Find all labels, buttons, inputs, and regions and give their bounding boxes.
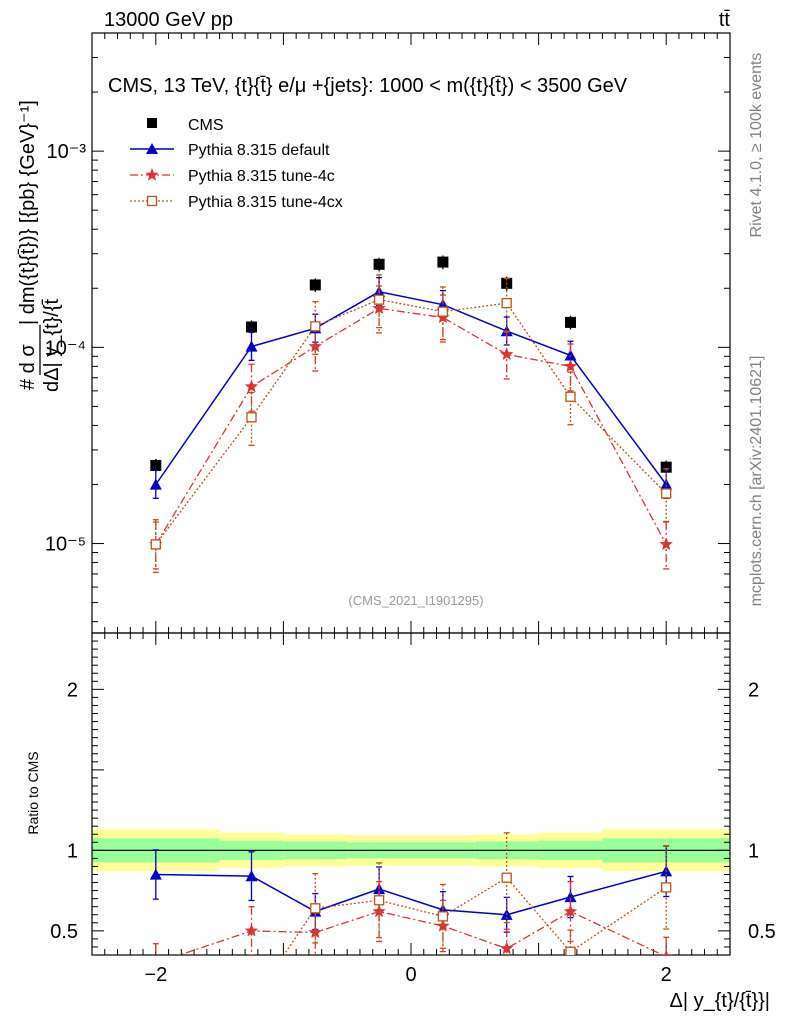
ratio-line — [155, 870, 667, 916]
legend-marker-default — [146, 143, 158, 154]
ratio-y-tick-label: 1 — [67, 840, 78, 862]
triangle-marker — [564, 891, 577, 903]
open-square-marker — [501, 872, 512, 883]
star-marker — [563, 359, 578, 372]
triangle-marker — [660, 478, 673, 490]
ratio-y-tick-label: 0.5 — [50, 921, 78, 943]
triangle-marker — [149, 868, 162, 880]
process-label: tt̄ — [719, 9, 731, 31]
ratio-y-axis-label: Ratio to CMS — [25, 751, 41, 834]
ratio-y-tick-label-right: 1 — [748, 840, 759, 862]
triangle-marker — [149, 478, 162, 490]
main-series — [149, 276, 673, 499]
legend-marker-tune4c — [145, 168, 159, 181]
open-square-marker — [661, 882, 672, 893]
triangle-marker — [245, 340, 258, 352]
data-square-marker — [150, 459, 162, 471]
y-label-numerator: # d σ — [17, 344, 39, 390]
open-square-marker — [310, 321, 321, 332]
ratio-y-tick-label-right: 2 — [748, 679, 759, 701]
ratio-plot-frame — [91, 632, 731, 956]
open-square-marker — [437, 306, 449, 317]
main-series — [150, 274, 672, 574]
star-marker — [244, 923, 259, 937]
x-axis-label: Δ| y_{t}/{t̄}}| — [670, 990, 771, 1012]
axis-tick-labels: 10⁻⁵ 10⁻⁴ 10⁻³ 0.5 0.5 1 1 2 2 −2 0 2 — [45, 141, 776, 986]
ratio-series-group — [149, 832, 673, 1008]
energy-label: 13000 GeV pp — [104, 9, 233, 31]
data-square-marker — [565, 316, 576, 328]
open-square-marker — [437, 911, 449, 922]
star-marker — [659, 949, 673, 955]
open-square-marker — [246, 412, 257, 423]
data-square-marker — [246, 321, 257, 333]
open-square-marker — [373, 294, 385, 305]
ratio-y-tick-label: 2 — [67, 679, 78, 701]
open-square-marker — [373, 895, 385, 906]
open-square-marker — [310, 903, 321, 914]
legend-marker-tune4cx — [146, 195, 158, 207]
main-y-tick-label: 10⁻⁴ — [45, 337, 86, 359]
axis-ticks — [91, 32, 731, 956]
legend-marker-cms — [147, 118, 157, 128]
star-marker — [659, 537, 673, 551]
main-series-group — [149, 255, 673, 574]
legend-label-cms: CMS — [188, 117, 224, 134]
open-square-marker — [501, 297, 512, 309]
legend-label-tune4c: Pythia 8.315 tune-4c — [188, 168, 335, 185]
x-tick-label: −2 — [144, 964, 167, 986]
data-square-marker — [437, 256, 449, 268]
legend-label-default: Pythia 8.315 default — [188, 142, 330, 159]
legend: CMS Pythia 8.315 default Pythia 8.315 tu… — [130, 117, 343, 211]
star-marker — [372, 904, 386, 918]
open-square-marker — [565, 946, 576, 955]
main-line — [155, 307, 667, 545]
star-marker — [308, 925, 322, 939]
ratio-series — [247, 832, 672, 1008]
main-y-tick-label: 10⁻³ — [47, 141, 87, 163]
x-tick-label: 0 — [405, 964, 416, 986]
main-line — [155, 298, 667, 545]
chart-title: CMS, 13 TeV, {t}{t̄} e/μ +{jets}: 1000 <… — [108, 75, 628, 97]
open-square-marker — [247, 999, 256, 1008]
data-square-marker — [660, 461, 672, 473]
star-marker — [500, 347, 514, 361]
analysis-watermark: (CMS_2021_I1901295) — [348, 593, 483, 608]
ratio-y-tick-label-right: 0.5 — [748, 921, 776, 943]
cms-data-series — [150, 255, 672, 475]
open-square-marker — [661, 488, 672, 499]
x-tick-label: 2 — [661, 964, 672, 986]
y-label-tail: | dm({t}{t̄})} [{pb} {GeV}⁻¹] — [17, 100, 39, 325]
triangle-marker — [245, 870, 258, 882]
data-square-marker — [373, 258, 385, 270]
main-y-tick-label: 10⁻⁵ — [45, 534, 86, 556]
open-square-marker — [150, 539, 161, 550]
data-square-marker — [309, 279, 321, 291]
mcplots-source-label: mcplots.cern.ch [arXiv:2401.10621] — [748, 355, 765, 607]
open-square-marker — [565, 391, 576, 402]
main-series — [149, 285, 673, 570]
main-line — [155, 290, 667, 485]
legend-label-tune4cx: Pythia 8.315 tune-4cx — [188, 194, 343, 211]
y-label-denominator: dΔ| y_{t}/{t̄ — [41, 298, 63, 392]
main-y-axis-label: # d σ dΔ| y_{t}/{t̄ | dm({t}{t̄})} [{pb}… — [17, 100, 63, 392]
star-marker — [244, 379, 259, 393]
rivet-version-label: Rivet 4.1.0, ≥ 100k events — [748, 52, 765, 238]
star-marker — [500, 941, 514, 955]
star-marker — [563, 904, 578, 918]
triangle-marker — [564, 349, 577, 361]
